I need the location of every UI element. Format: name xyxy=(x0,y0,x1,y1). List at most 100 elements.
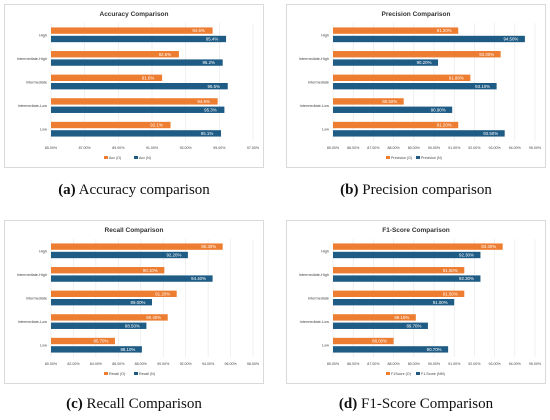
x-tick-label: 94.00% xyxy=(509,362,522,366)
bar-series-n xyxy=(333,59,439,66)
legend-swatch xyxy=(386,156,390,159)
data-label: 88.10% xyxy=(120,347,135,352)
bar-series-n xyxy=(51,251,188,259)
x-tick-label: 87.00% xyxy=(367,146,380,150)
category-label: High xyxy=(39,249,47,253)
bar-series-n xyxy=(333,299,455,306)
x-tick-label: 82.00% xyxy=(67,362,80,366)
category-label: Intermediate-Low xyxy=(18,320,48,324)
caption-text: Accuracy comparison xyxy=(75,182,210,198)
data-label: 92.30% xyxy=(459,276,474,281)
data-label: 91.50% xyxy=(443,291,458,296)
data-label: 89.00% xyxy=(131,300,146,305)
legend-label: Acc (O) xyxy=(109,156,121,160)
bar-series-o xyxy=(51,51,179,58)
chart-title: Accuracy Comparison xyxy=(100,11,169,18)
x-tick-label: 84.00% xyxy=(90,362,103,366)
legend-swatch xyxy=(104,156,108,159)
bar-series-n xyxy=(51,35,227,43)
bar-series-o xyxy=(51,121,171,129)
bar-series-o xyxy=(333,267,465,274)
x-tick-label: 97.00% xyxy=(247,146,260,150)
data-label: 93.30% xyxy=(479,52,494,57)
chart-title: Precision Comparison xyxy=(382,11,451,18)
bar-series-o xyxy=(51,290,177,297)
caption-text: F1-Score Comparison xyxy=(357,396,494,412)
data-label: 90.70% xyxy=(427,347,442,352)
x-tick-label: 95.00% xyxy=(213,146,226,150)
data-label: 90.40% xyxy=(146,315,161,320)
x-tick-label: 94.00% xyxy=(202,362,215,366)
x-tick-label: 92.00% xyxy=(468,146,481,150)
caption-text: Recall Comparison xyxy=(82,396,202,412)
caption-text: Precision comparison xyxy=(358,182,492,198)
chart-panel-f1: F1-Score Comparison 85.00% 86.00% 87.00% 88.… xyxy=(286,220,546,384)
bar-series-n xyxy=(333,251,481,259)
data-label: 93.50% xyxy=(483,131,498,136)
x-tick-label: 98.00% xyxy=(247,362,260,366)
bar-series-n xyxy=(51,83,228,90)
data-label: 91.00% xyxy=(433,300,448,305)
x-tick-label: 90.00% xyxy=(428,362,441,366)
category-label: High xyxy=(321,249,329,253)
bar-series-n xyxy=(51,275,213,282)
legend-label: Precision (N) xyxy=(421,156,442,160)
category-label: Intermediate xyxy=(308,297,329,301)
data-label: 88.50% xyxy=(382,99,397,104)
category-label: Intermediate-Low xyxy=(300,320,330,324)
bar-series-o xyxy=(333,27,459,34)
x-tick-label: 89.00% xyxy=(112,146,125,150)
bar-series-n xyxy=(333,35,525,43)
chart-panel-accuracy: Accuracy Comparison 85.00% 87.00% 89.00% 91.… xyxy=(4,4,264,168)
x-tick-label: 91.00% xyxy=(448,362,461,366)
category-label: Low xyxy=(322,128,329,132)
precision-chart: Precision Comparison 85.00% 86.00% 87.00% 88… xyxy=(299,11,542,160)
bar-series-n xyxy=(333,106,453,113)
data-label: 90.90% xyxy=(431,107,446,112)
f1-chart: F1-Score Comparison 85.00% 86.00% 87.00% 88.… xyxy=(299,227,542,376)
legend-swatch xyxy=(104,372,108,375)
legend-swatch xyxy=(134,156,138,159)
bar-series-o xyxy=(333,121,459,129)
x-tick-label: 87.00% xyxy=(367,362,380,366)
data-label: 95.1% xyxy=(201,131,214,136)
caption-precision: (b) Precision comparison xyxy=(286,182,546,199)
data-label: 95.30% xyxy=(201,244,216,249)
data-label: 92.1% xyxy=(150,123,163,128)
legend-swatch xyxy=(386,372,390,375)
bar-series-n xyxy=(333,83,497,90)
x-tick-label: 91.00% xyxy=(448,146,461,150)
category-label: High xyxy=(39,33,47,37)
legend-swatch xyxy=(134,372,138,375)
chart-panel-recall: Recall Comparison 80.00% 82.00% 84.00% 86.00… xyxy=(4,220,264,384)
data-label: 89.10% xyxy=(394,315,409,320)
data-label: 88.00% xyxy=(372,339,387,344)
x-tick-label: 93.00% xyxy=(488,146,501,150)
x-tick-label: 88.00% xyxy=(135,362,148,366)
legend-label: Recall (N) xyxy=(139,372,155,376)
bar-series-n xyxy=(51,322,147,329)
legend-label: F1Score (O) xyxy=(391,372,411,376)
x-tick-label: 90.00% xyxy=(157,362,170,366)
x-tick-label: 86.00% xyxy=(347,146,360,150)
recall-chart: Recall Comparison 80.00% 82.00% 84.00% 86.00… xyxy=(17,227,260,376)
x-tick-label: 96.00% xyxy=(224,362,237,366)
bar-series-o xyxy=(51,267,165,274)
data-label: 94.9% xyxy=(197,99,210,104)
x-tick-label: 93.00% xyxy=(488,362,501,366)
category-label: Low xyxy=(40,128,47,132)
bar-series-n xyxy=(51,346,142,353)
data-label: 91.20% xyxy=(155,291,170,296)
data-label: 92.6% xyxy=(159,52,172,57)
x-tick-label: 86.00% xyxy=(112,362,125,366)
category-label: Intermediate-High xyxy=(17,273,47,277)
data-label: 95.3% xyxy=(204,107,217,112)
category-label: Intermediate-High xyxy=(299,273,329,277)
x-tick-label: 88.00% xyxy=(387,362,400,366)
caption-accuracy: (a) Accuracy comparison xyxy=(4,182,264,199)
data-label: 90.10% xyxy=(143,268,158,273)
bar-series-n xyxy=(51,106,225,113)
caption-recall: (c) Recall Comparison xyxy=(4,396,264,413)
x-tick-label: 92.00% xyxy=(180,362,193,366)
category-label: Intermediate-High xyxy=(299,57,329,61)
